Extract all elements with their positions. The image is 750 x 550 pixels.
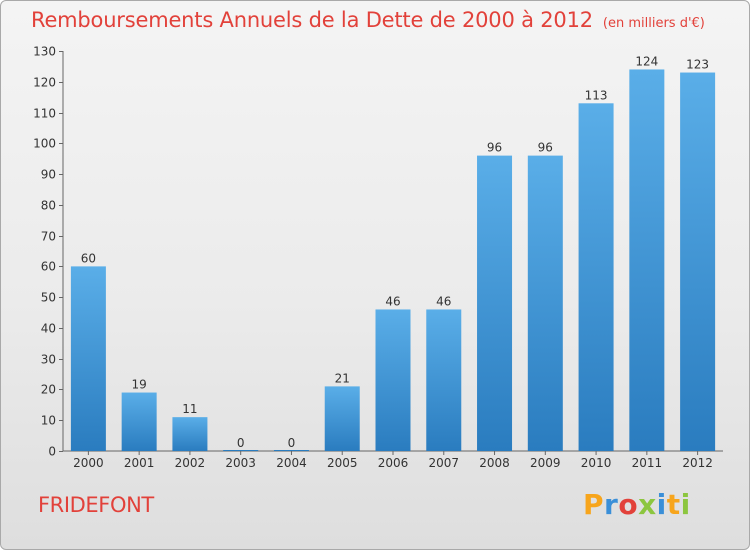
x-tick-label: 2003	[225, 456, 256, 470]
proxiti-logo[interactable]: Proxiti	[583, 488, 691, 521]
bar	[578, 103, 614, 452]
x-tick-label: 2008	[479, 456, 510, 470]
y-tick-label: 50	[41, 291, 56, 305]
data-label: 124	[635, 54, 658, 68]
x-tick-label: 2007	[428, 456, 459, 470]
data-label: 96	[538, 141, 553, 155]
x-tick-label: 2000	[73, 456, 104, 470]
logo-letter: o	[618, 488, 639, 521]
y-tick-label: 100	[33, 137, 56, 151]
y-tick-label: 0	[48, 445, 56, 459]
bar	[324, 386, 360, 451]
x-tick-label: 2004	[276, 456, 307, 470]
bar	[70, 266, 106, 451]
chart-units: (en milliers d'€)	[602, 16, 705, 31]
y-tick-label: 130	[33, 45, 56, 59]
logo-letter: t	[666, 488, 681, 521]
y-tick-label: 120	[33, 76, 56, 90]
y-tick-label: 20	[41, 383, 56, 397]
logo-letter: P	[583, 488, 605, 521]
bar	[680, 72, 716, 452]
bar	[121, 392, 157, 451]
x-tick-label: 2002	[175, 456, 206, 470]
commune-name: FRIDEFONT	[38, 493, 154, 517]
chart-title: Remboursements Annuels de la Dette de 20…	[31, 8, 705, 32]
y-tick-label: 70	[41, 230, 56, 244]
x-tick-label: 2011	[632, 456, 663, 470]
y-tick-label: 110	[33, 107, 56, 121]
data-label: 46	[436, 294, 451, 308]
bar	[172, 417, 208, 451]
data-label: 19	[132, 378, 147, 392]
y-tick-label: 10	[41, 414, 56, 428]
data-label: 0	[288, 436, 296, 450]
data-label: 113	[585, 88, 608, 102]
x-tick-label: 2012	[682, 456, 713, 470]
x-tick-label: 2009	[530, 456, 561, 470]
bar	[223, 450, 259, 451]
x-tick-label: 2001	[124, 456, 155, 470]
bar	[375, 309, 411, 451]
data-label: 21	[335, 371, 350, 385]
bar	[273, 450, 309, 451]
data-label: 0	[237, 436, 245, 450]
y-tick-label: 80	[41, 199, 56, 213]
chart-title-text: Remboursements Annuels de la Dette de 20…	[31, 8, 593, 32]
data-label: 123	[686, 58, 709, 72]
logo-letter: i	[680, 488, 691, 521]
x-tick-label: 2006	[378, 456, 409, 470]
y-tick-label: 40	[41, 322, 56, 336]
y-tick-label: 30	[41, 353, 56, 367]
bar	[527, 155, 563, 451]
y-tick-label: 90	[41, 168, 56, 182]
bar	[477, 155, 513, 451]
logo-letter: r	[604, 488, 619, 521]
data-label: 96	[487, 141, 502, 155]
bar	[426, 309, 462, 451]
data-label: 46	[385, 294, 400, 308]
bar	[629, 69, 665, 451]
logo-letter: x	[638, 488, 657, 521]
data-label: 11	[182, 402, 197, 416]
logo-letter: i	[656, 488, 667, 521]
x-tick-label: 2005	[327, 456, 358, 470]
data-label: 60	[81, 251, 96, 265]
y-tick-label: 60	[41, 260, 56, 274]
x-tick-label: 2010	[581, 456, 612, 470]
